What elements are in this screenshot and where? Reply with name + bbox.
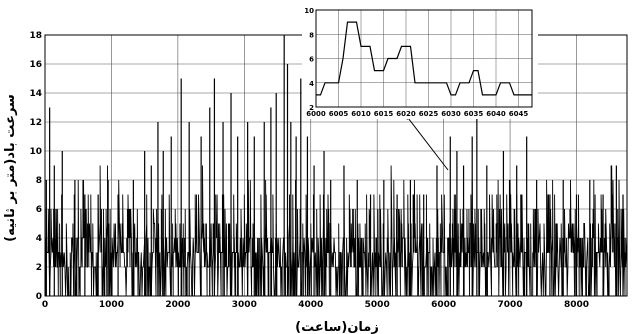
- y-tick-label: 0: [36, 292, 42, 302]
- x-axis-label: زمان(ساعت): [295, 320, 379, 334]
- inset-series: [316, 21, 532, 96]
- inset-chart: 6000 6005 6010 6015 6020 6025 6030 6035 6040 6045…: [302, 4, 538, 119]
- main-y-tick-labels: 0 2 4 6 8 10 12 14 16 18: [29, 31, 42, 302]
- x-tick-label: 8000: [564, 300, 589, 310]
- y-axis-label: سرعت باد(متر بر ثانیه): [3, 94, 18, 242]
- inset-x-tick-labels: 6000 6005 6010 6015 6020 6025 6030 6035 6040 6045: [306, 110, 528, 118]
- y-tick-label: 2: [36, 263, 42, 273]
- inset-x-tick-label: 6005: [329, 110, 349, 118]
- y-tick-label: 4: [36, 234, 42, 244]
- inset-x-tick-label: 6040: [486, 110, 506, 118]
- y-tick-label: 14: [29, 89, 42, 99]
- inset-x-tick-label: 6000: [306, 110, 326, 118]
- inset-x-tick-label: 6030: [441, 110, 461, 118]
- y-tick-label: 12: [29, 118, 42, 128]
- x-tick-label: 0: [42, 300, 48, 310]
- x-tick-label: 7000: [498, 300, 523, 310]
- y-tick-label: 10: [29, 147, 42, 157]
- inset-y-tick-labels: 2 4 6 8 10: [304, 7, 314, 112]
- inset-x-tick-label: 6015: [374, 110, 394, 118]
- inset-y-tick-label: 10: [304, 7, 314, 15]
- inset-x-tick-label: 6035: [464, 110, 484, 118]
- inset-x-tick-label: 6025: [419, 110, 439, 118]
- y-tick-label: 16: [29, 60, 42, 70]
- x-tick-label: 6000: [431, 300, 456, 310]
- zoom-arrow-line: [404, 113, 449, 171]
- x-tick-label: 1000: [99, 300, 124, 310]
- inset-y-tick-label: 2: [309, 104, 314, 112]
- inset-background: [302, 4, 538, 119]
- x-tick-label: 5000: [365, 300, 390, 310]
- inset-x-tick-label: 6045: [509, 110, 529, 118]
- inset-y-tick-label: 6: [309, 56, 314, 64]
- x-tick-label: 4000: [298, 300, 323, 310]
- inset-frame: [315, 9, 533, 108]
- inset-y-tick-label: 4: [309, 80, 314, 88]
- inset-wind-speed-line: [316, 21, 532, 96]
- x-tick-label: 3000: [232, 300, 257, 310]
- wind-speed-line: [45, 165, 628, 297]
- y-tick-label: 18: [29, 31, 42, 41]
- y-tick-label: 6: [36, 205, 42, 215]
- inset-x-tick-label: 6020: [396, 110, 416, 118]
- main-x-tick-labels: 0 1000 2000 3000 4000 5000 6000 7000 8000: [42, 300, 589, 310]
- inset-y-tick-label: 8: [309, 31, 314, 39]
- y-tick-label: 8: [36, 176, 42, 186]
- main-series: [45, 35, 628, 297]
- x-tick-label: 2000: [165, 300, 190, 310]
- inset-x-tick-label: 6010: [351, 110, 371, 118]
